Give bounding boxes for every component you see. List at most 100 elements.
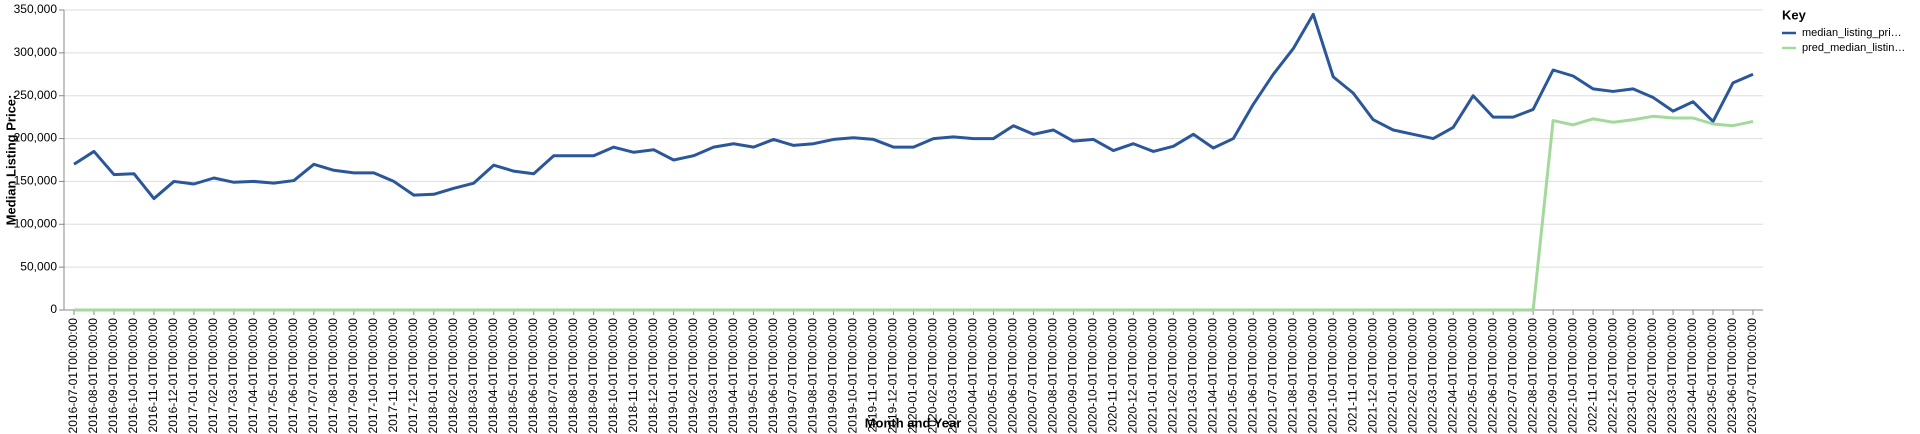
- x-tick-label: 2022-12-01T00:00:00: [1605, 318, 1619, 434]
- x-tick-label: 2022-10-01T00:00:00: [1565, 318, 1579, 434]
- x-tick-label: 2021-09-01T00:00:00: [1305, 318, 1319, 434]
- x-tick-label: 2020-06-01T00:00:00: [1006, 318, 1020, 434]
- x-tick-label: 2020-01-01T00:00:00: [906, 318, 920, 434]
- x-tick-label: 2017-12-01T00:00:00: [406, 318, 420, 434]
- x-tick-label: 2019-03-01T00:00:00: [706, 318, 720, 434]
- y-tick-label: 50,000: [20, 259, 57, 273]
- legend-title: Key: [1782, 7, 1807, 22]
- x-tick-label: 2017-06-01T00:00:00: [286, 318, 300, 434]
- x-tick-label: 2016-09-01T00:00:00: [106, 318, 120, 434]
- y-tick-label: 150,000: [14, 174, 58, 188]
- x-tick-label: 2022-03-01T00:00:00: [1425, 318, 1439, 434]
- x-tick-label: 2019-05-01T00:00:00: [746, 318, 760, 434]
- x-tick-label: 2021-10-01T00:00:00: [1325, 318, 1339, 434]
- x-tick-label: 2020-04-01T00:00:00: [966, 318, 980, 434]
- x-tick-label: 2017-05-01T00:00:00: [266, 318, 280, 434]
- x-tick-label: 2020-03-01T00:00:00: [946, 318, 960, 434]
- x-tick-label: 2018-03-01T00:00:00: [466, 318, 480, 434]
- x-tick-label: 2016-12-01T00:00:00: [166, 318, 180, 434]
- x-tick-label: 2017-04-01T00:00:00: [246, 318, 260, 434]
- x-tick-label: 2019-12-01T00:00:00: [886, 318, 900, 434]
- y-tick-label: 0: [50, 302, 57, 316]
- x-tick-label: 2018-10-01T00:00:00: [606, 318, 620, 434]
- x-tick-label: 2019-02-01T00:00:00: [686, 318, 700, 434]
- x-tick-label: 2019-04-01T00:00:00: [726, 318, 740, 434]
- x-tick-label: 2023-01-01T00:00:00: [1625, 318, 1639, 434]
- x-tick-label: 2018-05-01T00:00:00: [506, 318, 520, 434]
- x-tick-label: 2018-12-01T00:00:00: [646, 318, 660, 434]
- x-tick-label: 2021-08-01T00:00:00: [1285, 318, 1299, 434]
- x-tick-label: 2022-08-01T00:00:00: [1525, 318, 1539, 434]
- y-tick-label: 300,000: [14, 45, 58, 59]
- x-tick-label: 2017-03-01T00:00:00: [226, 318, 240, 434]
- x-tick-label: 2021-07-01T00:00:00: [1265, 318, 1279, 434]
- x-tick-label: 2020-10-01T00:00:00: [1086, 318, 1100, 434]
- legend-label: median_listing_pri…: [1802, 27, 1902, 39]
- y-tick-label: 200,000: [14, 131, 58, 145]
- x-tick-label: 2017-01-01T00:00:00: [186, 318, 200, 434]
- x-tick-label: 2020-09-01T00:00:00: [1066, 318, 1080, 434]
- x-tick-label: 2018-06-01T00:00:00: [526, 318, 540, 434]
- x-tick-label: 2021-04-01T00:00:00: [1205, 318, 1219, 434]
- x-tick-label: 2021-02-01T00:00:00: [1166, 318, 1180, 434]
- x-tick-label: 2023-03-01T00:00:00: [1665, 318, 1679, 434]
- x-tick-label: 2022-11-01T00:00:00: [1585, 318, 1599, 433]
- x-tick-label: 2021-06-01T00:00:00: [1245, 318, 1259, 434]
- x-tick-label: 2022-07-01T00:00:00: [1505, 318, 1519, 434]
- series-line: [73, 12, 1754, 201]
- x-tick-label: 2018-04-01T00:00:00: [486, 318, 500, 434]
- x-tick-label: 2020-02-01T00:00:00: [926, 318, 940, 434]
- y-axis-title: Median Listing Price:: [3, 95, 18, 226]
- x-tick-label: 2016-07-01T00:00:00: [66, 318, 80, 434]
- x-tick-label: 2019-01-01T00:00:00: [666, 318, 680, 434]
- x-tick-label: 2023-02-01T00:00:00: [1645, 318, 1659, 434]
- x-tick-label: 2021-05-01T00:00:00: [1225, 318, 1239, 434]
- x-tick-label: 2020-12-01T00:00:00: [1126, 318, 1140, 434]
- x-tick-label: 2017-08-01T00:00:00: [326, 318, 340, 434]
- x-tick-label: 2019-10-01T00:00:00: [846, 318, 860, 434]
- x-tick-label: 2023-07-01T00:00:00: [1745, 318, 1759, 434]
- x-tick-label: 2018-02-01T00:00:00: [446, 318, 460, 434]
- x-tick-label: 2023-04-01T00:00:00: [1685, 318, 1699, 434]
- series-line: [73, 114, 1754, 312]
- x-tick-label: 2022-09-01T00:00:00: [1545, 318, 1559, 434]
- x-tick-label: 2017-11-01T00:00:00: [386, 318, 400, 433]
- x-tick-label: 2022-02-01T00:00:00: [1405, 318, 1419, 434]
- x-tick-label: 2022-01-01T00:00:00: [1385, 318, 1399, 434]
- x-tick-label: 2018-07-01T00:00:00: [546, 318, 560, 434]
- x-tick-label: 2018-01-01T00:00:00: [426, 318, 440, 434]
- x-tick-label: 2017-02-01T00:00:00: [206, 318, 220, 434]
- x-tick-label: 2021-01-01T00:00:00: [1146, 318, 1160, 434]
- x-tick-label: 2018-11-01T00:00:00: [626, 318, 640, 433]
- x-tick-label: 2019-06-01T00:00:00: [766, 318, 780, 434]
- x-tick-label: 2020-07-01T00:00:00: [1026, 318, 1040, 434]
- x-tick-label: 2022-05-01T00:00:00: [1465, 318, 1479, 434]
- x-tick-label: 2022-06-01T00:00:00: [1485, 318, 1499, 434]
- legend-label: pred_median_listin…: [1802, 42, 1905, 54]
- x-tick-label: 2021-11-01T00:00:00: [1345, 318, 1359, 433]
- x-tick-label: 2022-04-01T00:00:00: [1445, 318, 1459, 434]
- x-tick-label: 2019-07-01T00:00:00: [786, 318, 800, 434]
- x-tick-label: 2021-12-01T00:00:00: [1365, 318, 1379, 434]
- x-tick-label: 2020-08-01T00:00:00: [1046, 318, 1060, 434]
- x-tick-label: 2021-03-01T00:00:00: [1186, 318, 1200, 434]
- x-tick-label: 2019-11-01T00:00:00: [866, 318, 880, 433]
- x-tick-label: 2017-09-01T00:00:00: [346, 318, 360, 434]
- x-tick-label: 2018-09-01T00:00:00: [586, 318, 600, 434]
- y-tick-label: 250,000: [14, 88, 58, 102]
- x-tick-label: 2020-05-01T00:00:00: [986, 318, 1000, 434]
- x-tick-label: 2019-08-01T00:00:00: [806, 318, 820, 434]
- x-tick-label: 2016-11-01T00:00:00: [146, 318, 160, 433]
- x-tick-label: 2016-08-01T00:00:00: [86, 318, 100, 434]
- x-tick-label: 2018-08-01T00:00:00: [566, 318, 580, 434]
- y-tick-label: 100,000: [14, 216, 58, 230]
- x-tick-label: 2017-07-01T00:00:00: [306, 318, 320, 434]
- x-tick-label: 2023-06-01T00:00:00: [1725, 318, 1739, 434]
- x-tick-label: 2023-05-01T00:00:00: [1705, 318, 1719, 434]
- x-tick-label: 2020-11-01T00:00:00: [1106, 318, 1120, 433]
- x-axis-title: Month and Year: [865, 415, 962, 430]
- x-tick-label: 2017-10-01T00:00:00: [366, 318, 380, 434]
- x-tick-label: 2019-09-01T00:00:00: [826, 318, 840, 434]
